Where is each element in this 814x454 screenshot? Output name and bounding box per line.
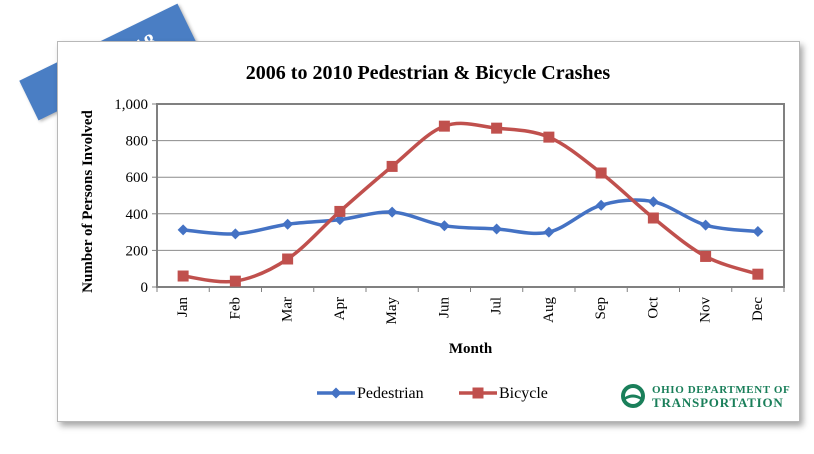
y-tick-label: 0 xyxy=(141,280,149,296)
bicycle-point xyxy=(386,160,398,172)
x-tick-label: Mar xyxy=(280,297,296,322)
pedestrian-point xyxy=(177,224,189,236)
y-axis-label: Number of Persons Involved xyxy=(80,110,96,293)
pedestrian-series-line xyxy=(182,198,759,236)
chart: 2006 to 2010 Pedestrian & Bicycle Crashe… xyxy=(80,62,785,402)
x-tick-label: Nov xyxy=(698,297,714,323)
odot-logo-line1: OHIO DEPARTMENT OF xyxy=(652,384,791,396)
bicycle-legend-marker xyxy=(472,387,484,399)
chart-frame: 2006 to 2010 Pedestrian & Bicycle Crashe… xyxy=(57,41,800,422)
y-tick-label: 600 xyxy=(126,170,149,186)
x-axis-label: Month xyxy=(449,341,493,357)
bicycle-point xyxy=(438,120,450,132)
pedestrian-point xyxy=(543,226,555,238)
pedestrian-point xyxy=(700,219,712,231)
bicycle-point xyxy=(491,122,503,134)
pedestrian-point xyxy=(752,226,764,238)
pedestrian-point xyxy=(282,218,294,230)
legend: Pedestrian Bicycle xyxy=(317,385,548,402)
chart-title: 2006 to 2010 Pedestrian & Bicycle Crashe… xyxy=(246,62,611,84)
odot-logo-line2: TRANSPORTATION xyxy=(652,395,784,410)
x-tick-label: Jun xyxy=(436,297,452,318)
x-tick-label: Sep xyxy=(593,297,609,320)
gridlines xyxy=(157,140,784,251)
pedestrian-point xyxy=(438,220,450,232)
x-tick-label: Feb xyxy=(227,297,243,320)
bicycle-point xyxy=(282,253,294,265)
y-axis-ticks: 0 200 400 600 800 1,000 xyxy=(114,97,157,296)
plot-area-border xyxy=(156,103,785,288)
x-tick-label: Aug xyxy=(541,297,557,323)
x-tick-label: May xyxy=(384,297,400,325)
y-tick-label: 1,000 xyxy=(114,97,148,113)
y-tick-label: 800 xyxy=(126,134,149,150)
pedestrian-point xyxy=(647,196,659,208)
y-tick-label: 200 xyxy=(126,243,149,259)
x-axis-ticks: Jan Feb Mar Apr May Jun Jul Aug Sep Oct Nov Dec xyxy=(156,287,785,325)
bicycle-point xyxy=(647,212,659,224)
bicycle-point xyxy=(595,167,607,179)
x-tick-label: Jul xyxy=(489,297,505,315)
odot-logo: OHIO DEPARTMENT OF TRANSPORTATION xyxy=(618,382,791,412)
x-tick-label: Oct xyxy=(645,296,661,318)
pedestrian-legend-marker xyxy=(330,387,342,399)
odot-emblem-icon xyxy=(621,384,645,408)
bicycle-point xyxy=(334,205,346,217)
bicycle-point xyxy=(543,131,555,143)
x-tick-label: Jan xyxy=(175,297,191,317)
x-tick-label: Apr xyxy=(332,297,348,320)
bicycle-point xyxy=(177,270,189,282)
bicycle-point xyxy=(700,250,712,262)
y-tick-label: 400 xyxy=(126,207,149,223)
bicycle-point xyxy=(752,268,764,280)
pedestrian-point xyxy=(491,223,503,235)
pedestrian-point xyxy=(595,199,607,211)
bicycle-point xyxy=(229,275,241,287)
pedestrian-legend-label: Pedestrian xyxy=(357,385,424,402)
bicycle-legend-label: Bicycle xyxy=(499,385,548,402)
pedestrian-point xyxy=(229,228,241,240)
pedestrian-point xyxy=(386,206,398,218)
bicycle-series-line xyxy=(182,121,759,284)
series-layer xyxy=(177,120,764,287)
x-tick-label: Dec xyxy=(750,297,766,321)
